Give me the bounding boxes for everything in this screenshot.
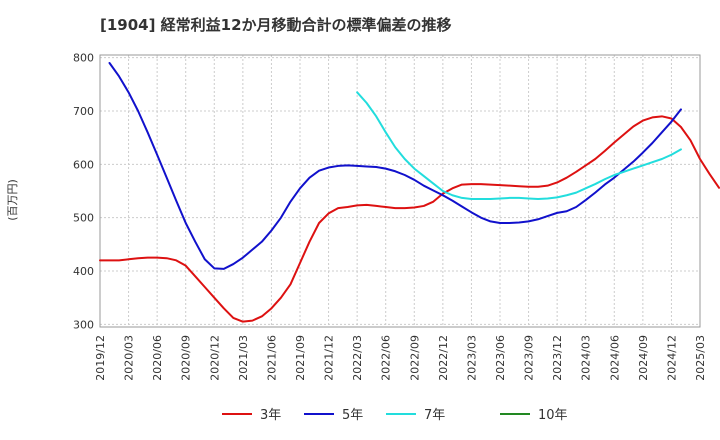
y-tick-label: 800 bbox=[73, 52, 94, 65]
x-tick-label: 2021/03 bbox=[237, 335, 250, 381]
legend-label-7年: 7年 bbox=[424, 408, 445, 423]
series-line-5年 bbox=[108, 62, 682, 270]
series-line-3年 bbox=[99, 115, 720, 323]
x-tick-label: 2020/03 bbox=[123, 335, 136, 381]
x-tick-label: 2020/06 bbox=[151, 335, 164, 381]
x-tick-label: 2024/09 bbox=[637, 335, 650, 381]
x-tick-label: 2020/09 bbox=[180, 335, 193, 381]
x-tick-label: 2021/12 bbox=[323, 335, 336, 381]
grid-layer bbox=[99, 55, 701, 327]
y-axis-label: (百万円) bbox=[6, 179, 19, 221]
legend-label-5年: 5年 bbox=[342, 408, 363, 423]
legend-label-3年: 3年 bbox=[260, 408, 281, 423]
x-tick-label: 2024/03 bbox=[580, 335, 593, 381]
y-tick-label: 600 bbox=[73, 158, 94, 171]
x-tick-label: 2023/03 bbox=[465, 335, 478, 381]
y-tick-label: 700 bbox=[73, 105, 94, 118]
x-tick-label: 2022/09 bbox=[408, 335, 421, 381]
x-tick-label: 2021/09 bbox=[294, 335, 307, 381]
x-tick-label: 2023/12 bbox=[551, 335, 564, 381]
x-tick-label: 2024/12 bbox=[665, 335, 678, 381]
x-tick-label: 2022/03 bbox=[351, 335, 364, 381]
x-tick-label: 2024/06 bbox=[608, 335, 621, 381]
x-tick-label: 2020/12 bbox=[208, 335, 221, 381]
x-tick-label: 2023/09 bbox=[523, 335, 536, 381]
chart-title: [1904] 経常利益12か月移動合計の標準偏差の推移 bbox=[100, 16, 452, 34]
legend: 3年 5年 7年 10年 bbox=[222, 408, 568, 423]
y-tick-label: 500 bbox=[73, 212, 94, 225]
x-tick-label: 2022/12 bbox=[437, 335, 450, 381]
y-tick-label: 300 bbox=[73, 318, 94, 331]
y-tick-label: 400 bbox=[73, 265, 94, 278]
x-tick-label: 2022/06 bbox=[380, 335, 393, 381]
x-tick-label: 2025/03 bbox=[694, 335, 707, 381]
series-layer bbox=[99, 62, 720, 323]
series-line-7年 bbox=[356, 91, 682, 200]
x-tick-label: 2021/06 bbox=[265, 335, 278, 381]
x-tick-label: 2023/06 bbox=[494, 335, 507, 381]
legend-label-10年: 10年 bbox=[538, 408, 568, 423]
x-tick-label: 2019/12 bbox=[94, 335, 107, 381]
y-tick-labels: 300 400 500 600 700 800 bbox=[73, 52, 94, 332]
plot-frame bbox=[99, 54, 701, 328]
x-tick-labels: 2019/12 2020/03 2020/06 2020/09 2020/12 2021/… bbox=[94, 335, 707, 381]
